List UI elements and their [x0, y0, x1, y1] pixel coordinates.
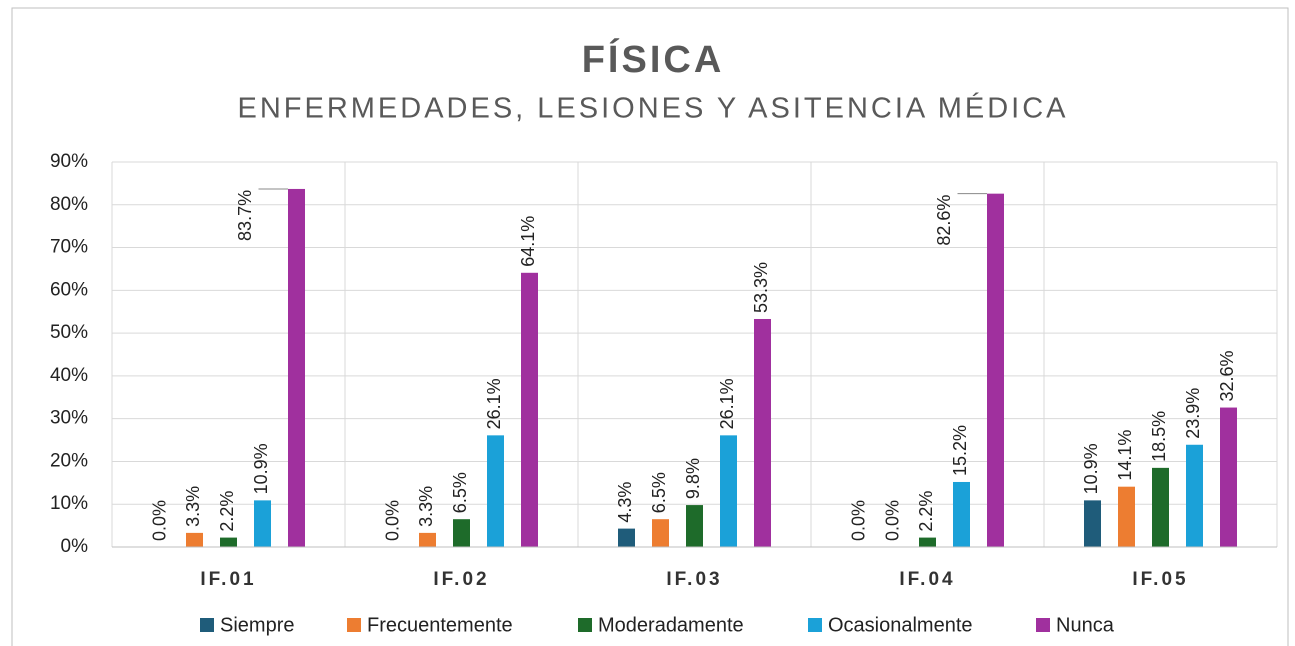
- legend-label: Nunca: [1056, 614, 1115, 636]
- bar: [220, 537, 237, 547]
- value-label: 26.1%: [484, 378, 504, 429]
- value-label: 3.3%: [416, 486, 436, 527]
- bar: [254, 500, 271, 547]
- value-label: 6.5%: [649, 472, 669, 513]
- value-label: 83.7%: [235, 190, 255, 241]
- y-tick-label: 90%: [50, 151, 88, 172]
- legend-swatch: [578, 618, 592, 632]
- x-tick-label: IF.03: [666, 569, 722, 590]
- legend-swatch: [200, 618, 214, 632]
- chart-border: [11, 7, 1289, 646]
- bar: [1186, 444, 1203, 547]
- bar: [186, 532, 203, 547]
- legend-label: Moderadamente: [598, 614, 744, 636]
- x-tick-label: IF.01: [200, 569, 256, 590]
- bar: [1118, 486, 1135, 547]
- legend-label: Siempre: [220, 614, 294, 636]
- value-label: 26.1%: [717, 378, 737, 429]
- value-label: 82.6%: [934, 195, 954, 246]
- y-tick-label: 10%: [50, 493, 88, 514]
- value-label: 53.3%: [751, 262, 771, 313]
- y-tick-label: 50%: [50, 322, 88, 343]
- legend-label: Ocasionalmente: [828, 614, 973, 636]
- bar: [487, 435, 504, 547]
- y-tick-label: 80%: [50, 194, 88, 215]
- value-label: 15.2%: [950, 425, 970, 476]
- bar: [288, 188, 305, 547]
- y-tick-label: 20%: [50, 450, 88, 471]
- bar: [720, 435, 737, 547]
- value-label: 0.0%: [848, 500, 868, 541]
- value-label: 0.0%: [382, 500, 402, 541]
- y-tick-label: 60%: [50, 279, 88, 300]
- value-label: 32.6%: [1217, 350, 1237, 401]
- chart-subtitle: ENFERMEDADES, LESIONES Y ASITENCIA MÉDIC…: [237, 92, 1068, 125]
- value-label: 18.5%: [1149, 411, 1169, 462]
- bar: [618, 528, 635, 547]
- x-tick-label: IF.05: [1132, 569, 1188, 590]
- bar: [1220, 407, 1237, 547]
- value-label: 10.9%: [1081, 443, 1101, 494]
- bar: [1152, 467, 1169, 547]
- bar: [987, 193, 1004, 547]
- bar: [953, 481, 970, 547]
- bar: [1084, 500, 1101, 547]
- legend-swatch: [1036, 618, 1050, 632]
- value-label: 3.3%: [183, 486, 203, 527]
- value-label: 4.3%: [615, 482, 635, 523]
- bar: [419, 532, 436, 547]
- bar: [652, 519, 669, 547]
- x-tick-label: IF.02: [433, 569, 489, 590]
- bar: [754, 318, 771, 547]
- value-label: 64.1%: [518, 216, 538, 267]
- y-tick-label: 40%: [50, 365, 88, 386]
- legend-swatch: [808, 618, 822, 632]
- y-tick-label: 30%: [50, 408, 88, 429]
- value-label: 23.9%: [1183, 388, 1203, 439]
- bar: [919, 537, 936, 547]
- value-label: 6.5%: [450, 472, 470, 513]
- value-label: 9.8%: [683, 458, 703, 499]
- y-tick-label: 0%: [61, 536, 89, 557]
- value-label: 0.0%: [882, 500, 902, 541]
- value-label: 14.1%: [1115, 430, 1135, 481]
- x-tick-label: IF.04: [899, 569, 955, 590]
- value-label: 0.0%: [149, 500, 169, 541]
- value-label: 2.2%: [217, 491, 237, 532]
- value-label: 10.9%: [251, 443, 271, 494]
- legend-label: Frecuentemente: [367, 614, 513, 636]
- bar: [453, 519, 470, 547]
- chart-title: FÍSICA: [582, 37, 725, 81]
- legend-swatch: [347, 618, 361, 632]
- bar: [686, 505, 703, 547]
- bar: [521, 272, 538, 547]
- y-tick-label: 70%: [50, 237, 88, 258]
- value-label: 2.2%: [916, 491, 936, 532]
